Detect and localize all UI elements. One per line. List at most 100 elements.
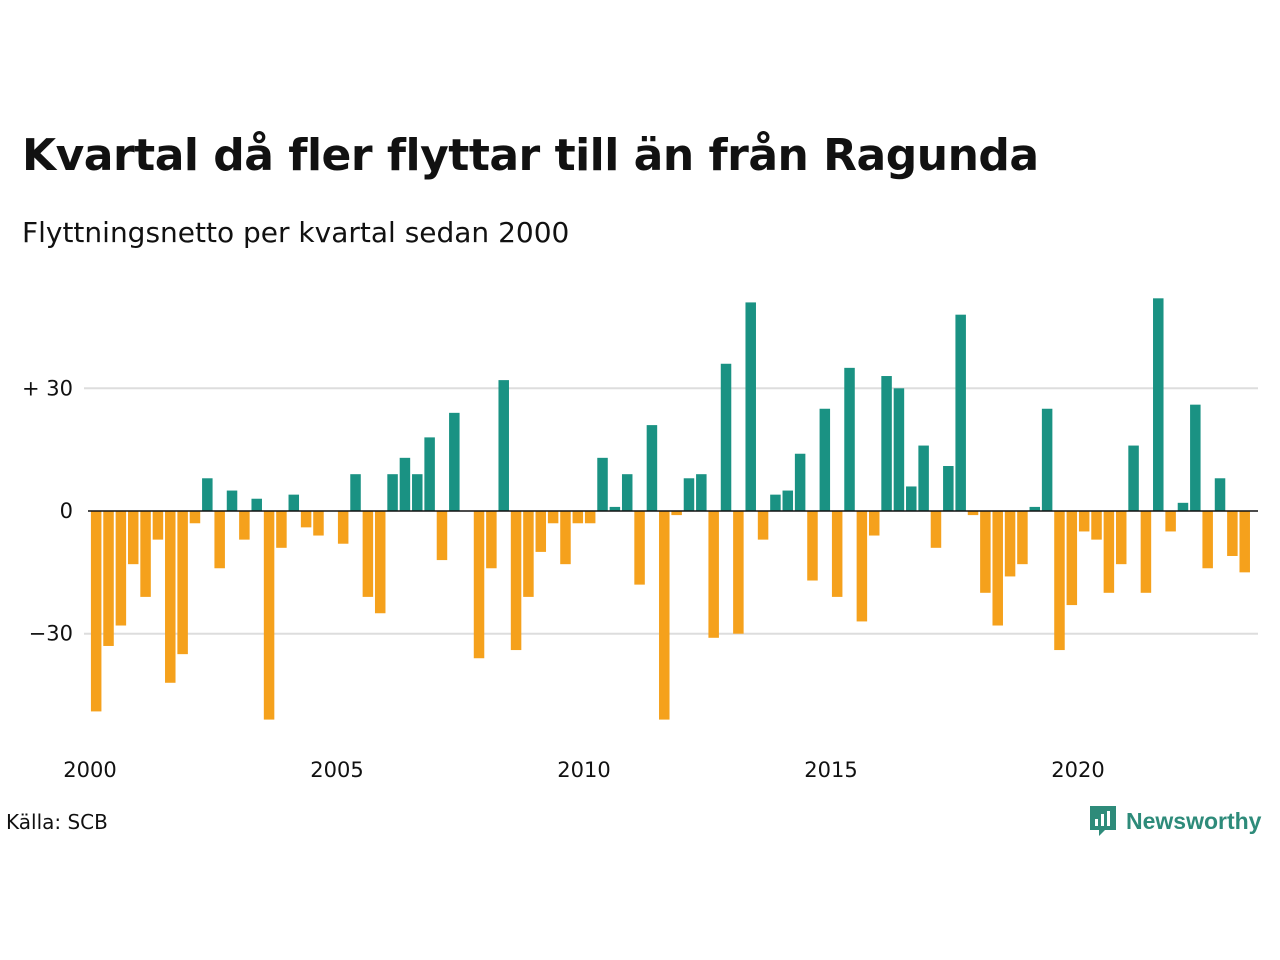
bar-2011Q2 [646, 425, 658, 511]
bar-2001Q3 [165, 511, 176, 683]
bar-2020Q4 [1115, 511, 1127, 565]
bar-2012Q2 [696, 474, 707, 511]
bar-2013Q1 [733, 511, 744, 634]
bar-2010Q3 [609, 506, 621, 511]
bar-2020Q2 [1091, 511, 1102, 540]
bar-2019Q1 [1029, 506, 1041, 511]
newsworthy-logo-icon [1090, 806, 1116, 836]
bar-2023Q1 [1227, 511, 1238, 556]
bar-2022Q2 [1190, 404, 1201, 511]
bar-2007Q1 [436, 511, 448, 561]
bar-2018Q1 [980, 511, 991, 593]
bar-2022Q1 [1177, 502, 1189, 511]
bar-2011Q3 [659, 511, 670, 720]
bar-2006Q1 [387, 474, 398, 511]
bar-2021Q3 [1153, 298, 1164, 511]
bar-2000Q1 [90, 511, 102, 712]
bar-2012Q4 [720, 363, 732, 511]
bar-2000Q3 [115, 511, 127, 626]
bar-2011Q1 [634, 511, 645, 585]
x-tick-label: 2005 [310, 758, 363, 782]
x-axis-ticks: 2000 2005 2010 2015 2020 [63, 758, 1104, 782]
bar-2009Q2 [547, 511, 559, 524]
bar-2002Q2 [202, 478, 213, 511]
bar-2008Q2 [498, 380, 509, 511]
bar-2021Q1 [1128, 445, 1139, 511]
bar-2000Q4 [127, 511, 139, 565]
bar-2020Q1 [1078, 511, 1090, 532]
bar-2001Q2 [152, 511, 164, 540]
bar-2007Q4 [473, 511, 485, 659]
bar-2021Q4 [1165, 511, 1176, 532]
bar-2023Q2 [1239, 511, 1250, 573]
bar-2003Q2 [251, 498, 262, 511]
bar-2013Q3 [757, 511, 769, 540]
brand-logo[interactable]: Newsworthy [1088, 804, 1261, 838]
bar-2005Q1 [337, 511, 349, 544]
bar-2005Q3 [362, 511, 374, 597]
bar-2012Q1 [683, 478, 695, 511]
bar-2019Q3 [1054, 511, 1065, 651]
bar-2013Q2 [745, 302, 756, 511]
bar-2016Q2 [893, 388, 905, 511]
bar-2010Q4 [621, 474, 633, 511]
bar-2022Q3 [1202, 511, 1213, 569]
bar-2001Q4 [177, 511, 188, 655]
source-note: Källa: SCB [6, 810, 108, 834]
bar-2017Q4 [967, 511, 979, 516]
bar-2015Q3 [856, 511, 868, 622]
bar-2002Q3 [214, 511, 225, 569]
bar-2003Q1 [239, 511, 250, 540]
bars [90, 298, 1250, 720]
bar-2008Q1 [486, 511, 497, 569]
bar-2016Q4 [918, 445, 929, 511]
y-tick-label: 0 [60, 499, 73, 523]
bar-2017Q3 [955, 314, 966, 511]
bar-2006Q4 [424, 437, 435, 511]
bar-2000Q2 [103, 511, 114, 646]
bar-2013Q4 [770, 494, 781, 511]
bar-2002Q1 [189, 511, 201, 524]
bar-2010Q2 [597, 457, 608, 511]
bar-2003Q3 [263, 511, 275, 720]
x-tick-label: 2010 [557, 758, 610, 782]
bar-2001Q1 [140, 511, 151, 597]
bar-2007Q2 [449, 412, 460, 511]
bar-2012Q3 [708, 511, 719, 638]
bar-2014Q4 [819, 408, 831, 511]
bar-2004Q2 [300, 511, 312, 528]
chart-subtitle: Flyttningsnetto per kvartal sedan 2000 [22, 216, 570, 249]
bar-2014Q2 [794, 453, 806, 511]
bar-2003Q4 [276, 511, 287, 548]
bar-2018Q2 [992, 511, 1003, 626]
x-tick-label: 2015 [804, 758, 857, 782]
bar-2014Q3 [807, 511, 818, 581]
bar-2009Q4 [572, 511, 584, 524]
bar-2006Q3 [412, 474, 423, 511]
x-tick-label: 2000 [63, 758, 116, 782]
bar-2008Q3 [510, 511, 522, 651]
chart-title: Kvartal då fler flyttar till än från Rag… [22, 130, 1039, 181]
bar-2010Q1 [584, 511, 596, 524]
bar-2016Q3 [906, 486, 917, 511]
bar-2006Q2 [399, 457, 411, 511]
bar-2017Q2 [943, 466, 954, 511]
y-tick-label: + 30 [22, 376, 73, 400]
x-tick-label: 2020 [1051, 758, 1104, 782]
bar-2020Q3 [1103, 511, 1115, 593]
bar-2022Q4 [1214, 478, 1226, 511]
bar-2015Q2 [844, 367, 855, 511]
brand-name: Newsworthy [1126, 807, 1262, 834]
bar-2009Q1 [535, 511, 547, 552]
bar-2005Q2 [350, 474, 361, 511]
y-tick-label: −30 [29, 622, 73, 646]
bar-2008Q4 [523, 511, 534, 597]
bar-2019Q2 [1041, 408, 1053, 511]
bar-2018Q3 [1004, 511, 1016, 577]
bar-2009Q3 [560, 511, 571, 565]
bar-2004Q3 [313, 511, 324, 536]
bar-2019Q4 [1066, 511, 1078, 606]
bar-2004Q1 [288, 494, 300, 511]
bar-2016Q1 [881, 376, 892, 511]
